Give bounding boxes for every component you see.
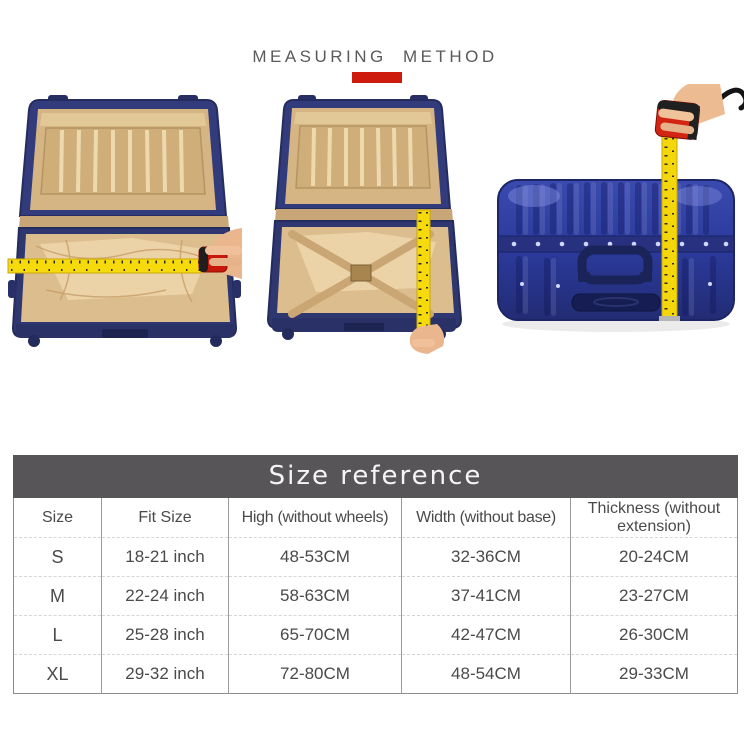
- cell-fit: 18-21 inch: [101, 537, 229, 577]
- cell-size: XL: [13, 654, 102, 694]
- table-title: Size reference: [13, 455, 738, 498]
- closed-suitcase-body: [497, 179, 735, 321]
- cell-high: 58-63CM: [228, 576, 402, 616]
- table-row: XL 29-32 inch 72-80CM 48-54CM 29-33CM: [13, 654, 738, 694]
- cell-size: M: [13, 576, 102, 616]
- measuring-tape-horizontal: [7, 258, 202, 274]
- col-header-size: Size: [41, 508, 74, 526]
- cell-thickness: 26-30CM: [570, 615, 738, 655]
- col-header-high: High (without wheels): [228, 498, 402, 538]
- suitcase-open-front: [8, 95, 241, 347]
- cell-size: S: [13, 537, 102, 577]
- title-underline-bar: [352, 72, 402, 83]
- trolley-recess: [571, 293, 661, 312]
- hand-with-tape-measure: [198, 228, 242, 279]
- col-header-thickness: Thickness (without extension): [570, 498, 738, 538]
- cell-width: 37-41CM: [401, 576, 571, 616]
- table-row: L 25-28 inch 65-70CM 42-47CM 26-30CM: [13, 615, 738, 655]
- cell-high: 48-53CM: [228, 537, 402, 577]
- cell-width: 42-47CM: [401, 615, 571, 655]
- cell-thickness: 20-24CM: [570, 537, 738, 577]
- cell-thickness: 29-33CM: [570, 654, 738, 694]
- measuring-tape-vertical: [416, 209, 431, 337]
- cell-width: 32-36CM: [401, 537, 571, 577]
- pocket-stripes: [59, 129, 184, 193]
- cell-width: 48-54CM: [401, 654, 571, 694]
- hand-with-tape-measure: [654, 84, 744, 141]
- size-reference-table: Size reference Size Fit Size High (witho…: [13, 455, 738, 694]
- cell-fit: 25-28 inch: [101, 615, 229, 655]
- cell-fit: 22-24 inch: [101, 576, 229, 616]
- measuring-tape-vertical: [659, 133, 680, 321]
- suitcase-open-front: [266, 95, 463, 340]
- table-row: M 22-24 inch 58-63CM 37-41CM 23-27CM: [13, 576, 738, 616]
- hand-holding-tape-end: [409, 324, 445, 354]
- col-header-width: Width (without base): [401, 498, 571, 538]
- strap-loop: [718, 87, 744, 111]
- cell-high: 72-80CM: [228, 654, 402, 694]
- col-header-fit-size: Fit Size: [101, 498, 229, 538]
- tape-measure-body: [654, 100, 700, 141]
- open-suitcase-height-measure-photo: [266, 95, 463, 354]
- cell-high: 65-70CM: [228, 615, 402, 655]
- cell-size: L: [13, 615, 102, 655]
- column-header-row: Size Fit Size High (without wheels) Widt…: [14, 498, 738, 538]
- closed-suitcase-thickness-measure-photo: [497, 84, 744, 332]
- cell-fit: 29-32 inch: [101, 654, 229, 694]
- pocket-stripes: [311, 127, 413, 187]
- page-title: MEASURING METHOD: [252, 47, 498, 66]
- strap-buckle: [350, 264, 372, 282]
- table-row: S 18-21 inch 48-53CM 32-36CM 20-24CM: [13, 537, 738, 577]
- cell-thickness: 23-27CM: [570, 576, 738, 616]
- open-suitcase-width-measure-photo: [7, 95, 242, 347]
- carry-handle: [577, 245, 653, 285]
